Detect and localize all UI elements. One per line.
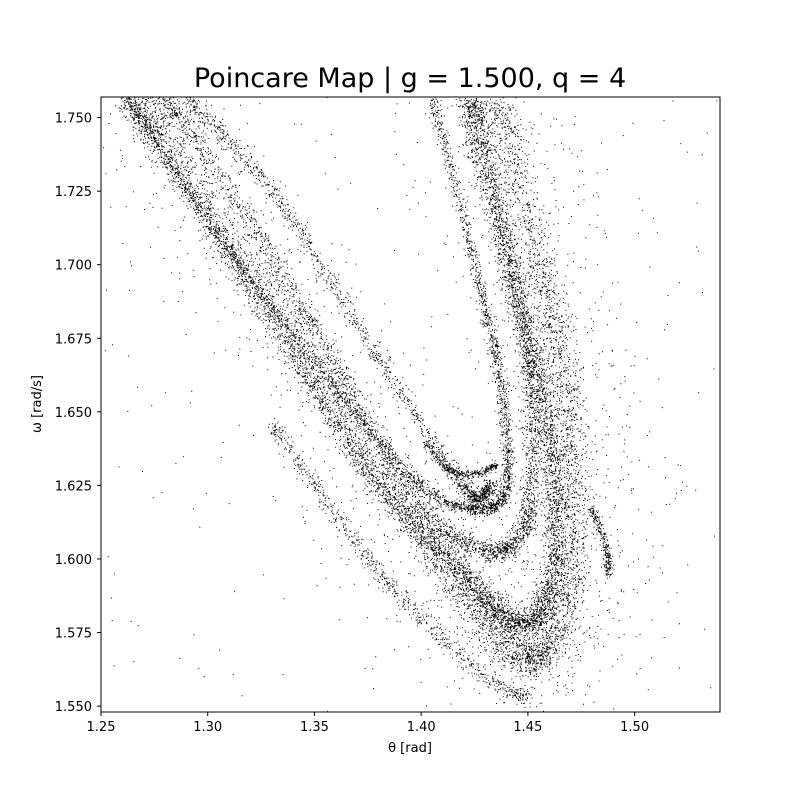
- scatter-points: [103, 97, 720, 712]
- x-tick-label: 1.45: [513, 720, 542, 735]
- x-tick-label: 1.30: [193, 720, 222, 735]
- y-tick-label: 1.625: [55, 479, 92, 494]
- scatter-dot-cloud: [103, 97, 720, 712]
- y-tick-label: 1.675: [55, 332, 92, 347]
- y-tick-label: 1.700: [55, 259, 92, 274]
- x-tick-label: 1.25: [87, 720, 116, 735]
- y-tick-label: 1.725: [55, 185, 92, 200]
- y-axis-label: ω [rad/s]: [30, 375, 45, 433]
- y-tick-label: 1.575: [55, 627, 92, 642]
- y-tick-label: 1.650: [55, 406, 92, 421]
- x-tick-label: 1.50: [620, 720, 649, 735]
- y-tick-label: 1.750: [55, 112, 92, 127]
- axes-frame: [100, 96, 721, 713]
- y-tick-label: 1.600: [55, 553, 92, 568]
- y-tick-label: 1.550: [55, 700, 92, 715]
- x-tick-label: 1.40: [407, 720, 436, 735]
- x-axis-label: θ [rad]: [388, 741, 432, 756]
- plot-area: [100, 96, 721, 713]
- y-axis-ticks: 1.550 1.575 1.600 1.625 1.650 1.675 1.700 1.725…: [55, 112, 101, 715]
- x-axis-ticks: 1.25 1.30 1.35 1.40 1.45 1.50: [87, 712, 649, 735]
- x-tick-label: 1.35: [300, 720, 329, 735]
- chart-title: Poincare Map | g = 1.500, q = 4: [194, 63, 626, 94]
